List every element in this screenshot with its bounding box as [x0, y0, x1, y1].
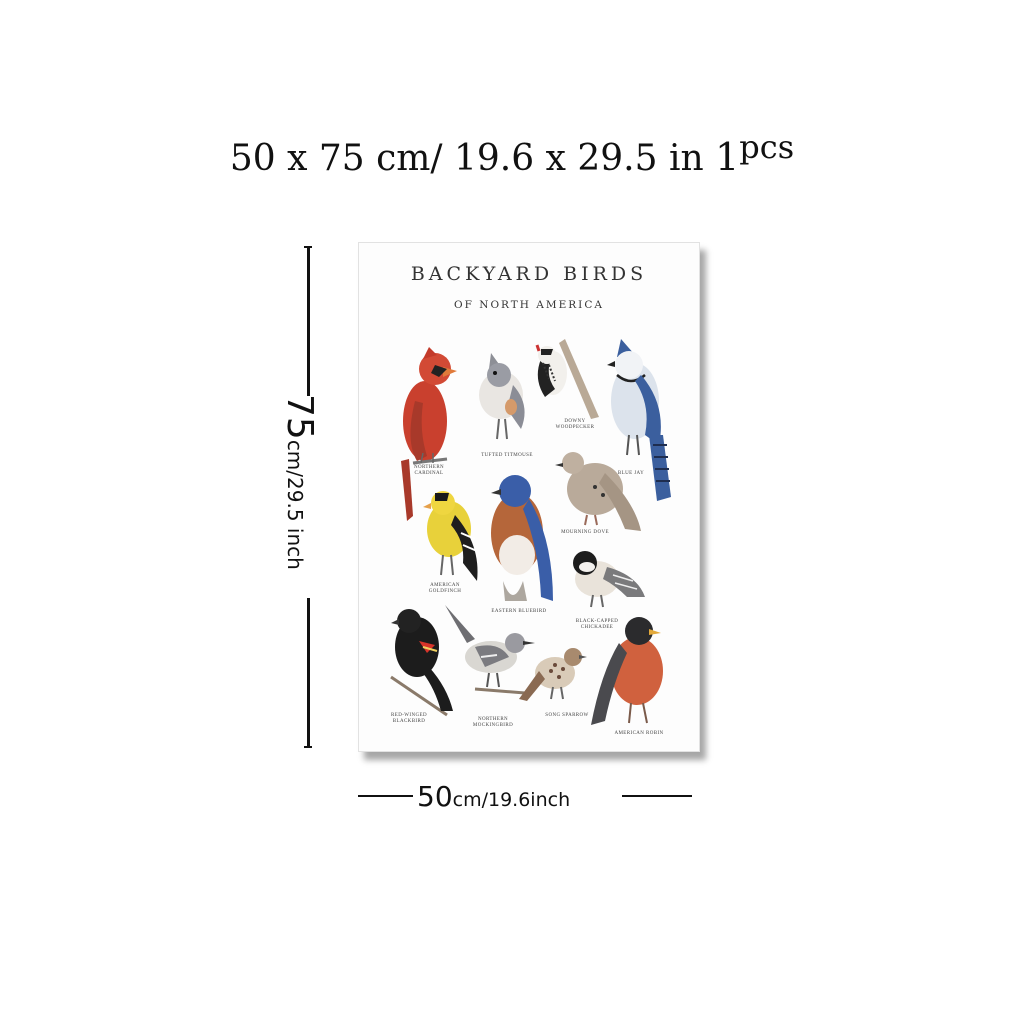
bird-label: NORTHERN MOCKINGBIRD — [472, 717, 514, 728]
height-unit: cm/29.5 inch — [283, 439, 307, 570]
height-line-top — [307, 246, 310, 396]
woodpecker-illustration — [529, 339, 599, 419]
quantity-number: 1 — [715, 135, 740, 179]
bird-label: NORTHERN CARDINAL — [413, 465, 445, 476]
blue-jay-illustration — [601, 335, 681, 505]
height-label: 75cm/29.5 inch — [279, 386, 332, 626]
width-unit: cm/19.6inch — [452, 789, 571, 811]
width-line-left — [358, 795, 413, 797]
bird-label: TUFTED TITMOUSE — [481, 453, 533, 458]
sparrow-illustration — [519, 637, 589, 709]
bird-label: RED-WINGED BLACKBIRD — [391, 713, 427, 724]
cardinal-illustration — [387, 341, 467, 521]
bird-label: DOWNY WOODPECKER — [555, 419, 595, 430]
chickadee-illustration — [567, 545, 647, 615]
bird-label: EASTERN BLUEBIRD — [491, 609, 547, 614]
blackbird-illustration — [387, 607, 467, 717]
bird-label: AMERICAN ROBIN — [614, 731, 664, 736]
bird-label: AMERICAN GOLDFINCH — [428, 583, 462, 594]
height-value: 75 — [279, 394, 320, 440]
height-line-bottom — [307, 598, 310, 748]
width-line-right — [622, 795, 692, 797]
width-value: 50 — [417, 780, 453, 813]
bluebird-illustration — [483, 469, 563, 609]
mockingbird-illustration — [445, 605, 541, 701]
product-size-heading: 50 x 75 cm/ 19.6 x 29.5 in 1pcs — [0, 128, 1024, 179]
height-tick-bottom — [304, 746, 312, 748]
titmouse-illustration — [477, 349, 537, 444]
bird-label: MOURNING DOVE — [561, 530, 609, 535]
height-tick-top — [304, 246, 312, 248]
bird-label: BLACK-CAPPED CHICKADEE — [575, 619, 619, 630]
bird-poster: BACKYARD BIRDS OF NORTH AMERICA NORTHERN… — [358, 242, 700, 752]
bird-label: SONG SPARROW — [545, 713, 589, 718]
poster-title: BACKYARD BIRDS — [410, 263, 648, 285]
width-label: 50cm/19.6inch — [417, 780, 570, 813]
dove-illustration — [555, 443, 645, 533]
size-cm-text: 50 x 75 cm/ — [229, 138, 443, 179]
goldfinch-illustration — [419, 485, 489, 595]
size-inch-text: 19.6 x 29.5 in — [454, 138, 704, 179]
quantity-unit: pcs — [739, 128, 795, 166]
bird-label: BLUE JAY — [617, 471, 645, 476]
robin-illustration — [591, 613, 681, 733]
poster-subtitle: OF NORTH AMERICA — [454, 299, 604, 311]
